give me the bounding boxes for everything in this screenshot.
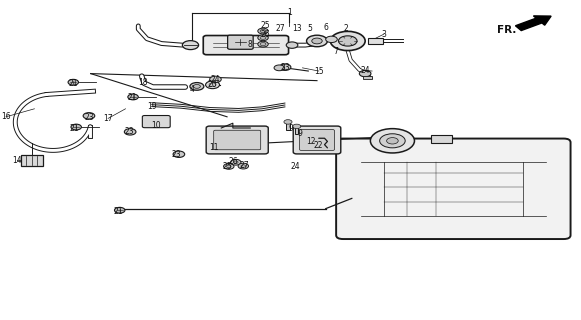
Text: 10: 10 (152, 121, 161, 130)
Circle shape (114, 207, 125, 213)
Text: 23: 23 (125, 127, 134, 136)
Text: 26: 26 (228, 157, 238, 166)
Circle shape (231, 159, 241, 165)
Circle shape (238, 163, 249, 169)
Text: 9: 9 (288, 124, 293, 133)
Text: 27: 27 (239, 161, 249, 170)
FancyBboxPatch shape (336, 139, 571, 239)
Bar (368, 38, 382, 44)
Text: 3: 3 (381, 30, 386, 39)
Text: 23: 23 (172, 150, 181, 159)
Text: 12: 12 (306, 137, 316, 146)
Bar (21, 155, 43, 166)
Text: 21: 21 (70, 124, 79, 132)
FancyBboxPatch shape (203, 36, 289, 55)
Text: 24: 24 (211, 75, 220, 84)
Circle shape (173, 151, 185, 157)
FancyArrow shape (515, 16, 551, 30)
Circle shape (260, 29, 266, 33)
Circle shape (293, 124, 301, 129)
Text: 5: 5 (307, 24, 313, 33)
Text: 20: 20 (208, 80, 217, 89)
Bar (363, 76, 371, 79)
Bar (431, 135, 452, 143)
Circle shape (331, 31, 365, 51)
Circle shape (83, 113, 95, 119)
Circle shape (209, 83, 216, 87)
Text: 17: 17 (103, 114, 113, 123)
Text: 16: 16 (1, 112, 11, 121)
Text: FR.: FR. (497, 25, 517, 36)
Circle shape (206, 81, 220, 89)
Text: 27: 27 (275, 24, 285, 33)
Circle shape (286, 42, 298, 48)
Text: 4: 4 (190, 85, 195, 94)
Circle shape (258, 41, 268, 47)
Circle shape (339, 36, 357, 46)
Circle shape (128, 94, 138, 100)
Circle shape (190, 83, 204, 90)
Circle shape (68, 79, 78, 85)
Text: 25: 25 (260, 21, 270, 30)
Text: 21: 21 (69, 79, 78, 88)
Text: 9: 9 (297, 129, 302, 138)
Text: 2: 2 (343, 24, 349, 33)
Text: 6: 6 (323, 23, 328, 32)
Circle shape (182, 41, 199, 50)
Text: 8: 8 (248, 40, 253, 49)
Circle shape (258, 28, 268, 34)
Circle shape (284, 120, 292, 124)
Text: 22: 22 (314, 141, 324, 150)
Text: 15: 15 (314, 67, 324, 76)
Circle shape (379, 134, 405, 148)
Text: 23: 23 (84, 113, 94, 122)
Text: 21: 21 (114, 207, 123, 216)
Text: 13: 13 (292, 24, 302, 33)
Circle shape (227, 165, 231, 168)
Circle shape (279, 64, 291, 70)
Text: 7: 7 (333, 47, 339, 56)
Circle shape (312, 38, 322, 44)
Circle shape (224, 164, 234, 169)
Circle shape (258, 35, 268, 41)
Text: 24: 24 (360, 66, 370, 75)
FancyBboxPatch shape (293, 126, 341, 154)
Text: 23: 23 (280, 63, 290, 72)
Circle shape (274, 65, 285, 71)
Circle shape (386, 138, 398, 144)
Text: 18: 18 (138, 78, 148, 87)
Text: 21: 21 (127, 93, 137, 102)
FancyBboxPatch shape (228, 35, 253, 49)
Circle shape (241, 165, 246, 167)
Circle shape (370, 129, 414, 153)
FancyBboxPatch shape (206, 126, 268, 154)
Circle shape (234, 161, 238, 164)
FancyBboxPatch shape (300, 130, 335, 150)
Circle shape (359, 70, 371, 77)
Text: 25: 25 (223, 162, 232, 171)
Circle shape (326, 36, 338, 43)
Circle shape (71, 124, 81, 130)
Text: 11: 11 (210, 143, 219, 152)
Circle shape (260, 43, 266, 46)
Text: 14: 14 (12, 156, 22, 164)
Circle shape (124, 129, 136, 135)
Bar (295, 126, 299, 134)
Text: 26: 26 (260, 30, 270, 39)
Circle shape (307, 35, 328, 47)
Circle shape (210, 76, 221, 83)
Circle shape (260, 36, 266, 39)
Bar (286, 122, 290, 130)
Text: 1: 1 (287, 8, 292, 17)
Circle shape (193, 84, 200, 88)
Text: 19: 19 (147, 102, 156, 111)
Text: 24: 24 (290, 162, 300, 171)
FancyBboxPatch shape (214, 130, 261, 150)
FancyBboxPatch shape (142, 116, 170, 128)
